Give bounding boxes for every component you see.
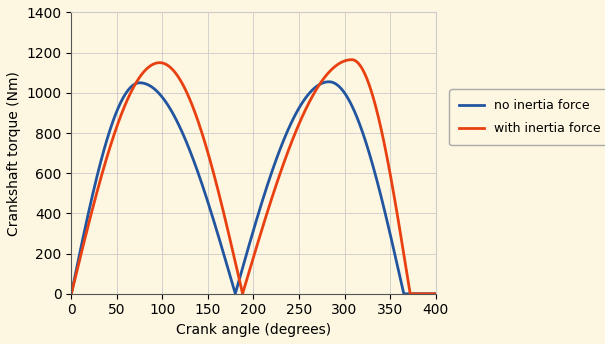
- Line: no inertia force: no inertia force: [71, 82, 436, 294]
- with inertia force: [403, 268, 410, 272]
- no inertia force: [421, 292, 428, 296]
- no inertia force: [325, 80, 333, 84]
- with inertia force: [221, 214, 228, 218]
- with inertia force: [432, 292, 439, 296]
- X-axis label: Crank angle (degrees): Crank angle (degrees): [176, 323, 331, 337]
- no inertia force: [68, 292, 75, 296]
- with inertia force: [332, 64, 339, 68]
- no inertia force: [224, 264, 231, 268]
- with inertia force: [68, 292, 75, 296]
- no inertia force: [221, 254, 228, 258]
- with inertia force: [241, 286, 248, 290]
- Legend: no inertia force, with inertia force: no inertia force, with inertia force: [449, 89, 605, 145]
- with inertia force: [421, 292, 428, 296]
- no inertia force: [332, 82, 339, 86]
- with inertia force: [224, 226, 231, 230]
- Line: with inertia force: with inertia force: [71, 60, 436, 294]
- no inertia force: [403, 292, 410, 296]
- no inertia force: [432, 292, 439, 296]
- with inertia force: [348, 57, 355, 62]
- Y-axis label: Crankshaft torque (Nm): Crankshaft torque (Nm): [7, 71, 21, 236]
- no inertia force: [241, 259, 248, 264]
